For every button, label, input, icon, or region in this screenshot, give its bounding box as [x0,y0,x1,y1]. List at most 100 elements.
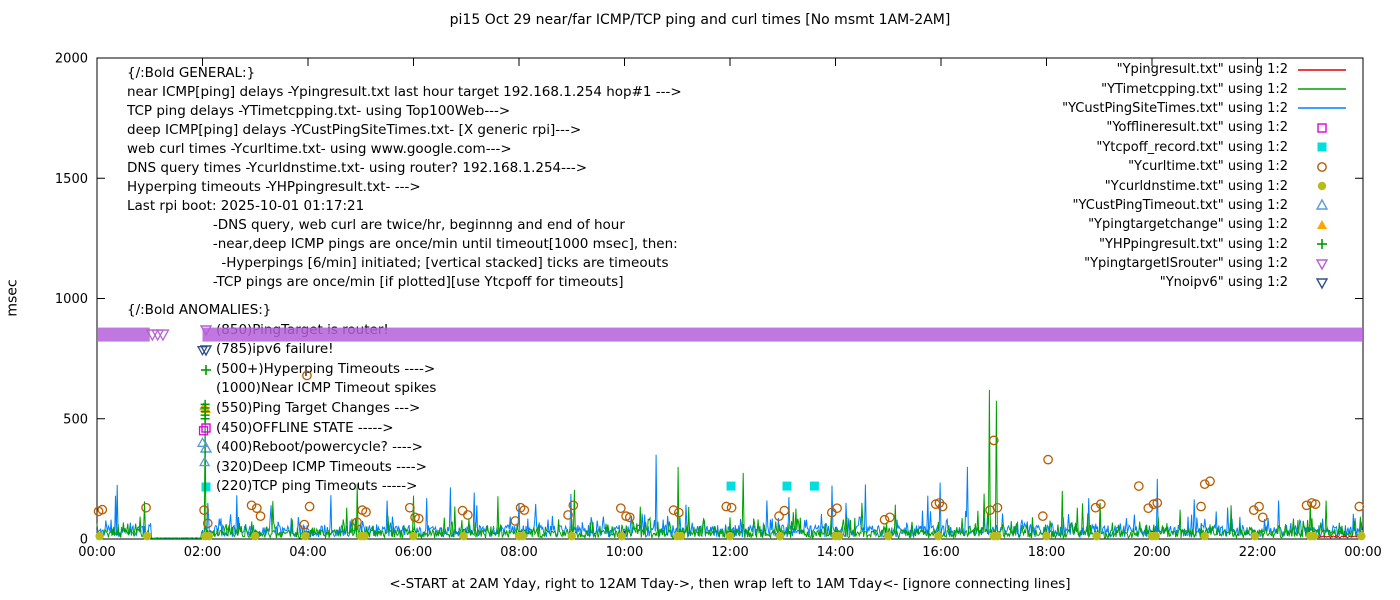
anomaly-row: (550)Ping Target Changes ---> [127,399,436,419]
general-note-line: {/:Bold GENERAL:} [127,65,256,81]
x-tick-label: 18:00 [1028,545,1065,560]
legend-label: "Yofflineresult.txt" using 1:2 [1106,120,1288,136]
legend-label: "YCustPingTimeout.txt" using 1:2 [1072,197,1288,213]
x-tick-label: 16:00 [922,545,959,560]
glyph-spacer [198,382,216,396]
anomaly-row: (1000)Near ICMP Timeout spikes [127,379,436,399]
legend-sample [1296,276,1348,290]
legend-label: "Ynoipv6" using 1:2 [1159,275,1288,291]
triangle-down-open-icon [1315,278,1329,290]
triangle-up-filled-icon [201,403,211,413]
legend-sample [1296,179,1348,193]
legend-entry: "YpingtargetISrouter" using 1:2 [1062,254,1348,273]
triangle-down-open-icon [199,325,213,337]
anomaly-text: (550)Ping Target Changes ---> [216,399,421,416]
x-tick-label: 06:00 [395,545,432,560]
square-filled-icon [201,482,211,492]
x-tick-label: 12:00 [711,545,748,560]
general-note-line: -near,deep ICMP pings are once/min until… [127,236,678,252]
legend-label: "Ycurldnstime.txt" using 1:2 [1104,178,1288,194]
square-filled-icon [1317,142,1327,152]
y-tick-label: 1000 [55,292,88,307]
anomalies-rows: (850)PingTarget is router! (785)ipv6 fail… [127,321,436,497]
anomaly-text: (320)Deep ICMP Timeouts ----> [216,458,427,475]
plus-icon [1317,239,1327,250]
legend-entry: "YCustPingSiteTimes.txt" using 1:2 [1062,99,1348,118]
legend-entry: "Ytcpoff_record.txt" using 1:2 [1062,138,1348,157]
x-tick-label: 00:00 [78,545,115,560]
general-note-line: -DNS query, web curl are twice/hr, begin… [127,217,625,233]
square-filled-icon [198,480,216,494]
square-open-icon [1317,123,1327,133]
glyph-spacer [198,461,216,475]
legend-label: "Ytcpoff_record.txt" using 1:2 [1096,139,1288,155]
general-note-line: Hyperping timeouts -YHPpingresult.txt- -… [127,179,421,195]
x-tick-label: 08:00 [500,545,537,560]
general-note-line: TCP ping delays -YTimetcpping.txt- using… [127,103,511,119]
x-tick-label: 22:00 [1239,545,1276,560]
line-icon [1298,88,1346,90]
x-tick-label: 20:00 [1133,545,1170,560]
general-note-line: -Hyperpings [6/min] initiated; [vertical… [127,255,669,271]
general-note-line: near ICMP[ping] delays -Ypingresult.txt … [127,84,682,100]
legend-sample [1296,160,1348,174]
x-tick-label: 10:00 [606,545,643,560]
anomaly-row: (220)TCP ping Timeouts -----> [127,477,436,497]
anomaly-text: (450)OFFLINE STATE -----> [216,419,394,436]
legend-sample [1296,257,1348,271]
triangle-down-open-icon [1315,258,1329,271]
legend-sample [1296,198,1348,212]
legend-entry: "YTimetcpping.txt" using 1:2 [1062,79,1348,98]
line-icon [1298,68,1346,71]
legend-entry: "YHPpingresult.txt" using 1:2 [1062,235,1348,254]
legend-entry: "Ynoipv6" using 1:2 [1062,273,1348,292]
anomaly-text: (500+)Hyperping Timeouts ----> [216,360,436,377]
y-tick-label: 0 [80,533,88,548]
triangle-up-open-icon [198,441,216,455]
legend-entry: "Ypingtargetchange" using 1:2 [1062,215,1348,234]
general-note-line: -TCP pings are once/min [if plotted][use… [127,274,624,290]
anomaly-text: (400)Reboot/powercycle? ----> [216,439,423,456]
x-axis-label: <-START at 2AM Yday, right to 12AM Tday-… [389,576,1071,592]
legend-label: "Ycurltime.txt" using 1:2 [1128,159,1288,175]
legend-entry: "YCustPingTimeout.txt" using 1:2 [1062,196,1348,215]
anomaly-row: (320)Deep ICMP Timeouts ----> [127,458,436,478]
triangle-up-open-icon [199,441,213,453]
legend-sample [1296,218,1348,232]
legend-sample [1296,140,1348,154]
y-axis-label: msec [4,279,21,317]
general-note-line: deep ICMP[ping] delays -YCustPingSiteTim… [127,122,582,138]
anomaly-text: (850)PingTarget is router! [216,321,389,338]
legend-sample [1296,63,1348,77]
anomaly-row: (450)OFFLINE STATE -----> [127,419,436,439]
chart-legend: "Ypingresult.txt" using 1:2 "YTimetcpping… [1062,60,1348,293]
anomaly-text: (1000)Near ICMP Timeout spikes [216,380,437,397]
general-notes: {/:Bold GENERAL:} near ICMP[ping] delays … [127,64,682,292]
chart-title: pi15 Oct 29 near/far ICMP/TCP ping and c… [449,12,951,28]
plus-icon [201,364,211,375]
legend-sample [1296,121,1348,135]
circle-filled-icon [1317,181,1327,191]
triangle-down-open-icon [199,345,213,357]
anomaly-row: (850)PingTarget is router! [127,321,436,341]
x-tick-label: 00:00 [1344,545,1381,560]
legend-entry: "Yofflineresult.txt" using 1:2 [1062,118,1348,137]
y-tick-label: 1500 [55,172,88,187]
square-open-icon [201,423,211,434]
triangle-down-open-icon [198,343,216,357]
triangle-up-filled-icon [1317,219,1327,229]
legend-label: "YpingtargetISrouter" using 1:2 [1084,256,1288,272]
legend-label: "YHPpingresult.txt" using 1:2 [1099,236,1288,252]
general-note-line: Last rpi boot: 2025-10-01 01:17:21 [127,198,365,214]
x-tick-label: 14:00 [817,545,854,560]
anomaly-text: (785)ipv6 failure! [216,341,334,358]
anomaly-text: (220)TCP ping Timeouts -----> [216,478,418,495]
triangle-down-open-icon [198,323,216,337]
legend-label: "Ypingtargetchange" using 1:2 [1088,217,1288,233]
x-tick-label: 02:00 [184,545,221,560]
series-tcp-timeout-squares [726,481,819,491]
legend-sample [1296,101,1348,115]
legend-label: "YTimetcpping.txt" using 1:2 [1101,81,1288,97]
triangle-up-open-icon [1315,198,1329,211]
